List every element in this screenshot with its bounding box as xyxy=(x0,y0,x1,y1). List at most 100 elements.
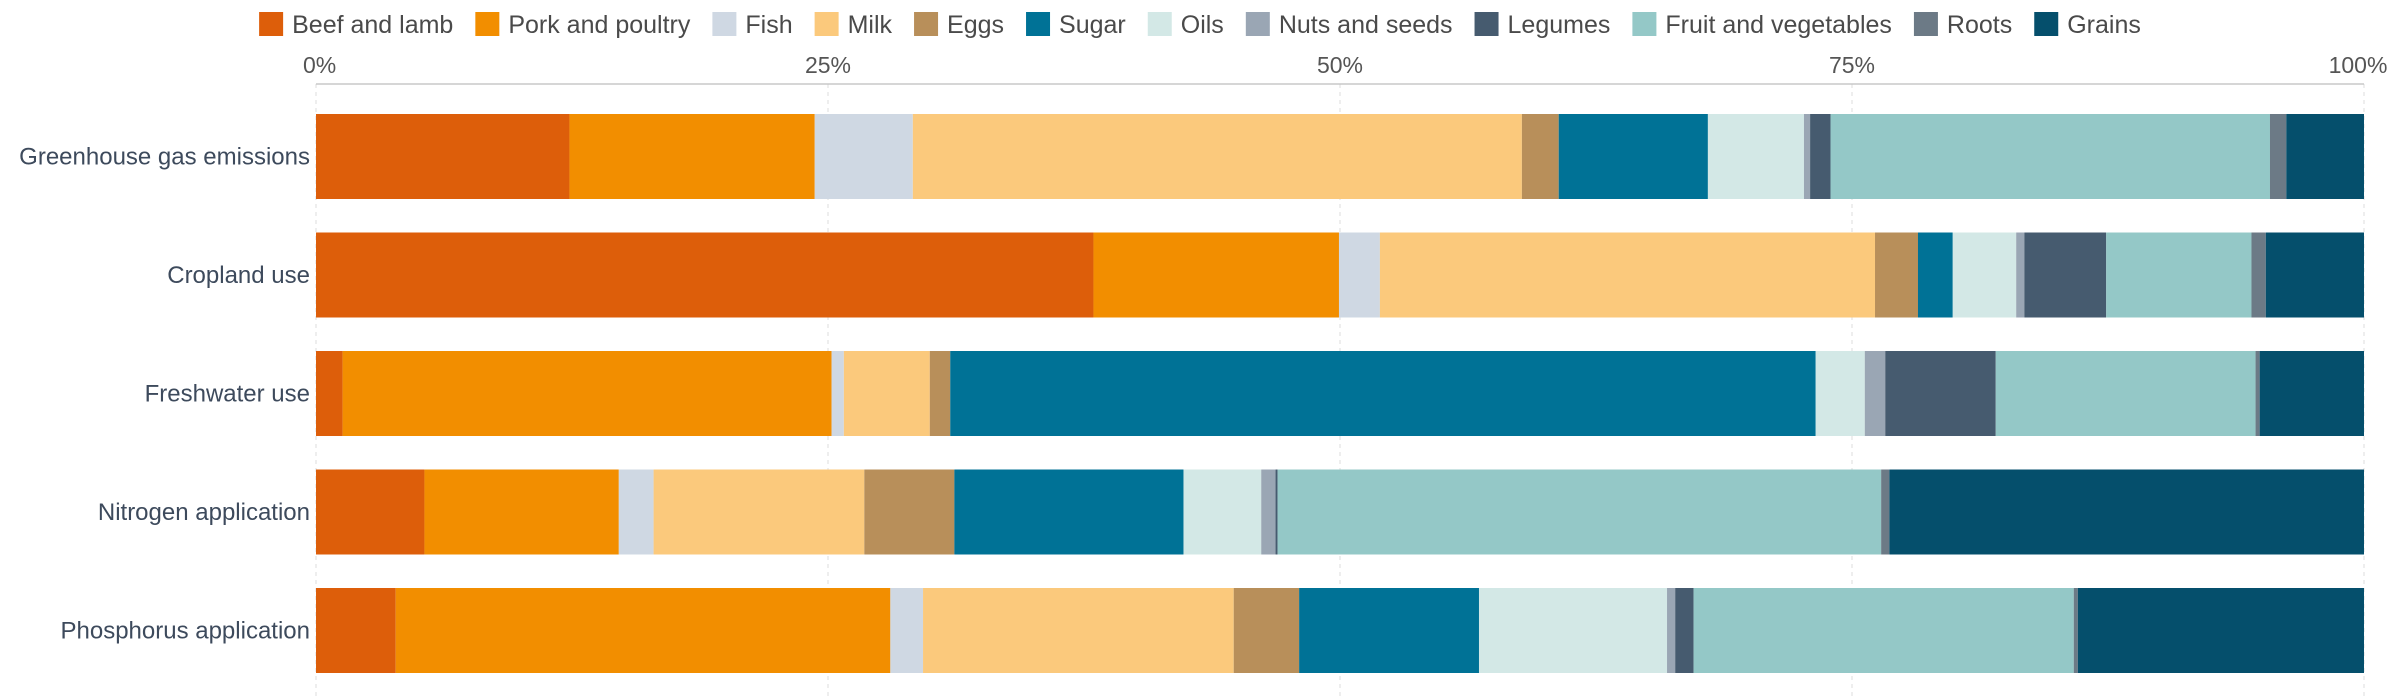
legend-swatch-sugar xyxy=(1026,12,1051,36)
category-label-freshwater-use: Freshwater use xyxy=(145,381,310,408)
bar-phosphorus-application-beef-and-lamb[interactable] xyxy=(316,588,396,673)
legend-swatch-grains xyxy=(2034,12,2059,36)
bar-nitrogen-application-legumes[interactable] xyxy=(1275,469,1278,555)
bar-phosphorus-application-oils[interactable] xyxy=(1478,588,1668,673)
bar-greenhouse-gas-emissions-pork-and-poultry[interactable] xyxy=(569,114,815,199)
legend[interactable]: Beef and lamb Pork and poultry Fish Milk Egg… xyxy=(259,11,2141,39)
bar-greenhouse-gas-emissions-legumes[interactable] xyxy=(1810,114,1831,199)
legend-label-beef-and-lamb: Beef and lamb xyxy=(292,11,453,39)
bar-freshwater-use-legumes[interactable] xyxy=(1885,351,1996,436)
bar-cropland-use-fruit-and-vegetables[interactable] xyxy=(2106,232,2252,318)
x-tick-label-100: 100% xyxy=(2329,52,2388,78)
bar-cropland-use-beef-and-lamb[interactable] xyxy=(316,232,1094,318)
legend-label-oils: Oils xyxy=(1181,11,1224,39)
bar-phosphorus-application-roots[interactable] xyxy=(2073,588,2078,673)
legend-swatch-legumes xyxy=(1474,12,1499,36)
bar-freshwater-use-oils[interactable] xyxy=(1815,351,1865,436)
category-labels: Greenhouse gas emissions Cropland use Fres… xyxy=(19,144,310,645)
bar-freshwater-use-grains[interactable] xyxy=(2259,351,2364,436)
bar-nitrogen-application-roots[interactable] xyxy=(1881,469,1890,555)
x-axis: 0% 25% 50% 75% 100% xyxy=(303,52,2388,85)
category-label-nitrogen-application: Nitrogen application xyxy=(98,499,310,526)
bar-cropland-use-grains[interactable] xyxy=(2265,232,2364,318)
legend-swatch-oils xyxy=(1147,12,1172,36)
bar-greenhouse-gas-emissions-grains[interactable] xyxy=(2286,114,2364,199)
legend-label-eggs: Eggs xyxy=(947,11,1004,39)
bar-nitrogen-application-fruit-and-vegetables[interactable] xyxy=(1277,469,1882,555)
bar-cropland-use-sugar[interactable] xyxy=(1917,232,1953,318)
bar-freshwater-use-pork-and-poultry[interactable] xyxy=(342,351,832,436)
legend-item-eggs[interactable]: Eggs xyxy=(914,11,1004,39)
bar-nitrogen-application-sugar[interactable] xyxy=(954,469,1184,555)
legend-item-pork-and-poultry[interactable]: Pork and poultry xyxy=(475,11,691,39)
bar-cropland-use-pork-and-poultry[interactable] xyxy=(1093,232,1339,318)
bar-phosphorus-application-nuts-and-seeds[interactable] xyxy=(1667,588,1676,673)
bar-greenhouse-gas-emissions-roots[interactable] xyxy=(2269,114,2287,199)
legend-label-roots: Roots xyxy=(1947,11,2012,39)
bar-phosphorus-application-fish[interactable] xyxy=(890,588,924,673)
bar-phosphorus-application-grains[interactable] xyxy=(2077,588,2364,673)
bar-freshwater-use-roots[interactable] xyxy=(2255,351,2260,436)
legend-item-roots[interactable]: Roots xyxy=(1913,11,2012,39)
bar-greenhouse-gas-emissions-fish[interactable] xyxy=(814,114,913,199)
bar-greenhouse-gas-emissions-fruit-and-vegetables[interactable] xyxy=(1830,114,2270,199)
bar-nitrogen-application-eggs[interactable] xyxy=(864,469,955,555)
bar-group-phosphorus-application xyxy=(316,588,2364,673)
legend-label-fruit-and-vegetables: Fruit and vegetables xyxy=(1665,11,1892,39)
bar-cropland-use-fish[interactable] xyxy=(1338,232,1380,318)
bar-freshwater-use-fruit-and-vegetables[interactable] xyxy=(1995,351,2256,436)
bar-freshwater-use-fish[interactable] xyxy=(831,351,844,436)
bar-phosphorus-application-legumes[interactable] xyxy=(1675,588,1694,673)
bar-nitrogen-application-milk[interactable] xyxy=(653,469,865,555)
bar-nitrogen-application-fish[interactable] xyxy=(618,469,654,555)
legend-swatch-eggs xyxy=(914,12,939,36)
legend-item-sugar[interactable]: Sugar xyxy=(1026,11,1126,39)
legend-label-pork-and-poultry: Pork and poultry xyxy=(508,11,691,39)
bar-freshwater-use-beef-and-lamb[interactable] xyxy=(316,351,343,436)
bar-phosphorus-application-fruit-and-vegetables[interactable] xyxy=(1693,588,2074,673)
legend-item-milk[interactable]: Milk xyxy=(814,11,893,39)
bar-freshwater-use-sugar[interactable] xyxy=(950,351,1816,436)
bar-greenhouse-gas-emissions-milk[interactable] xyxy=(912,114,1522,199)
x-tick-label-75: 75% xyxy=(1829,52,1875,78)
bar-phosphorus-application-pork-and-poultry[interactable] xyxy=(395,588,891,673)
bar-nitrogen-application-beef-and-lamb[interactable] xyxy=(316,469,425,555)
legend-swatch-beef-and-lamb xyxy=(259,12,284,36)
bar-greenhouse-gas-emissions-nuts-and-seeds[interactable] xyxy=(1803,114,1811,199)
bar-greenhouse-gas-emissions-beef-and-lamb[interactable] xyxy=(316,114,570,199)
bar-cropland-use-oils[interactable] xyxy=(1952,232,2017,318)
bar-nitrogen-application-nuts-and-seeds[interactable] xyxy=(1261,469,1276,555)
category-label-phosphorus-application: Phosphorus application xyxy=(60,618,310,645)
bar-freshwater-use-milk[interactable] xyxy=(843,351,930,436)
legend-item-oils[interactable]: Oils xyxy=(1147,11,1224,39)
bar-nitrogen-application-pork-and-poultry[interactable] xyxy=(424,469,619,555)
bar-cropland-use-eggs[interactable] xyxy=(1875,232,1918,318)
bar-greenhouse-gas-emissions-oils[interactable] xyxy=(1707,114,1804,199)
legend-item-legumes[interactable]: Legumes xyxy=(1474,11,1611,39)
bar-greenhouse-gas-emissions-sugar[interactable] xyxy=(1558,114,1708,199)
legend-item-nuts-and-seeds[interactable]: Nuts and seeds xyxy=(1245,11,1453,39)
legend-item-grains[interactable]: Grains xyxy=(2034,11,2141,39)
bar-phosphorus-application-sugar[interactable] xyxy=(1299,588,1479,673)
bar-nitrogen-application-oils[interactable] xyxy=(1183,469,1262,555)
bar-cropland-use-nuts-and-seeds[interactable] xyxy=(2016,232,2025,318)
bar-greenhouse-gas-emissions-eggs[interactable] xyxy=(1521,114,1559,199)
x-tick-label-0: 0% xyxy=(303,52,336,78)
legend-item-fruit-and-vegetables[interactable]: Fruit and vegetables xyxy=(1632,11,1892,39)
bar-nitrogen-application-grains[interactable] xyxy=(1889,469,2364,555)
bar-freshwater-use-eggs[interactable] xyxy=(929,351,951,436)
legend-label-nuts-and-seeds: Nuts and seeds xyxy=(1279,11,1453,39)
bar-group-freshwater-use xyxy=(316,351,2364,436)
legend-swatch-milk xyxy=(814,12,839,36)
bar-freshwater-use-nuts-and-seeds[interactable] xyxy=(1864,351,1886,436)
legend-swatch-pork-and-poultry xyxy=(475,12,500,36)
bar-cropland-use-roots[interactable] xyxy=(2251,232,2266,318)
bar-cropland-use-milk[interactable] xyxy=(1379,232,1876,318)
legend-item-fish[interactable]: Fish xyxy=(712,11,793,39)
bar-phosphorus-application-milk[interactable] xyxy=(923,588,1234,673)
bar-phosphorus-application-eggs[interactable] xyxy=(1233,588,1300,673)
legend-item-beef-and-lamb[interactable]: Beef and lamb xyxy=(259,11,453,39)
bar-cropland-use-legumes[interactable] xyxy=(2024,232,2107,318)
